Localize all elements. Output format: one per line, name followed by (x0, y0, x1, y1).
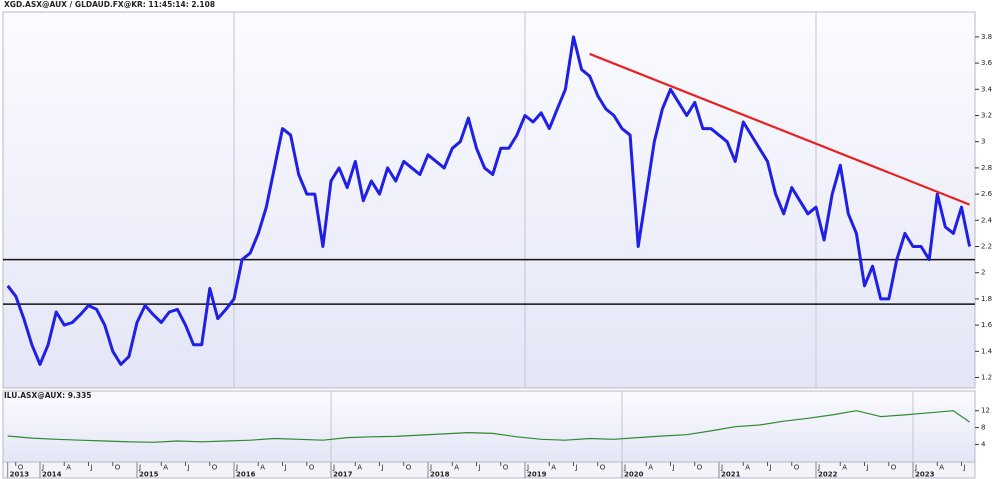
y-tick-label: 4 (981, 440, 986, 448)
main-panel (2, 11, 976, 389)
y-tick-label: 1.6 (981, 321, 993, 329)
x-tick-label: J (866, 464, 869, 472)
x-tick-label: J (963, 464, 966, 472)
y-tick-label: 1.4 (981, 347, 993, 355)
y-tick-label: 1.8 (981, 295, 992, 303)
x-tick-label: A (260, 464, 265, 472)
x-tick-label: J (478, 464, 481, 472)
x-tick-label: O (212, 464, 218, 472)
year-label: 2020 (624, 471, 644, 479)
year-label: 2019 (527, 471, 547, 479)
y-tick-label: 1.2 (981, 374, 992, 382)
y-tick-label: 2.8 (981, 164, 992, 172)
x-tick-label: O (600, 464, 606, 472)
lower-panel (2, 390, 976, 463)
y-tick-label: 12 (981, 407, 990, 415)
x-tick-label: A (648, 464, 653, 472)
x-tick-label: J (138, 464, 141, 472)
year-label: 2018 (430, 471, 450, 479)
x-tick-label: A (66, 464, 71, 472)
y-tick-label: 2.4 (981, 216, 993, 224)
x-tick-label: O (697, 464, 703, 472)
x-tick-label: A (163, 464, 168, 472)
series-line (7, 410, 970, 443)
y-tick-label: 2 (981, 269, 985, 277)
x-tick-label: J (90, 464, 93, 472)
x-tick-label: O (115, 464, 121, 472)
series-line (6, 35, 972, 366)
x-tick-label: J (429, 464, 432, 472)
year-label: 2023 (915, 471, 935, 479)
y-tick-label: 3.2 (981, 111, 992, 119)
year-label: 2015 (139, 471, 159, 479)
x-tick-label: J (720, 464, 723, 472)
trend-line (589, 52, 970, 206)
x-tick-label: O (794, 464, 800, 472)
x-tick-label: A (454, 464, 459, 472)
x-tick-label: J (381, 464, 384, 472)
x-tick-label: O (18, 464, 24, 472)
x-tick-label: A (842, 464, 847, 472)
x-tick-label: J (235, 464, 238, 472)
time-axis (2, 461, 976, 479)
year-label: 2013 (10, 471, 30, 479)
y-tick-label: 2.2 (981, 243, 992, 251)
x-tick-label: J (817, 464, 820, 472)
x-tick-label: J (332, 464, 335, 472)
lower-title: ILU.ASX@AUX: 9.335 (4, 391, 92, 400)
x-tick-label: J (623, 464, 626, 472)
year-label: 2022 (818, 471, 838, 479)
year-label: 2021 (721, 471, 741, 479)
x-tick-label: A (939, 464, 944, 472)
year-label: 2017 (333, 471, 353, 479)
x-tick-label: J (914, 464, 917, 472)
x-tick-label: A (745, 464, 750, 472)
y-tick-label: 2.6 (981, 190, 993, 198)
y-tick-label: 3.4 (981, 85, 993, 93)
x-tick-label: O (503, 464, 509, 472)
x-tick-label: J (284, 464, 287, 472)
x-tick-label: O (406, 464, 412, 472)
x-tick-label: A (551, 464, 556, 472)
x-tick-label: J (575, 464, 578, 472)
x-tick-label: O (891, 464, 897, 472)
x-tick-label: J (769, 464, 772, 472)
year-label: 2014 (42, 471, 62, 479)
y-tick-label: 8 (981, 424, 985, 432)
x-tick-label: J (187, 464, 190, 472)
y-tick-label: 3 (981, 138, 985, 146)
x-tick-label: J (526, 464, 529, 472)
y-tick-label: 3.8 (981, 33, 992, 41)
x-tick-label: J (41, 464, 44, 472)
main-title: XGD.ASX@AUX / GLDAUD.FX@KR: 11:45:14: 2.… (4, 0, 215, 9)
x-tick-label: A (357, 464, 362, 472)
year-label: 2016 (236, 471, 256, 479)
x-tick-label: J (672, 464, 675, 472)
x-tick-label: O (309, 464, 315, 472)
y-tick-label: 3.6 (981, 59, 993, 67)
